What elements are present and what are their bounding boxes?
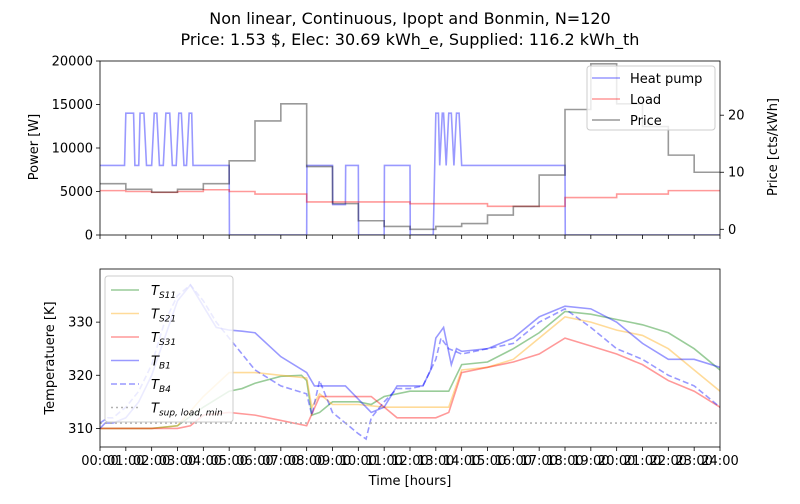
left-y-tick-label: 310 [68,422,93,437]
left-y-tick-label: 0 [85,229,93,244]
x-tick-label: 05:00 [210,454,247,469]
x-tick-label: 17:00 [520,454,557,469]
left-y-tick-label: 15000 [52,98,93,113]
left-y-tick-label: 320 [68,369,93,384]
bottom-legend-label: TS31 [151,331,176,348]
top-legend-label: Heat pump [630,72,702,87]
x-tick-label: 06:00 [236,454,273,469]
x-tick-label: 20:00 [598,454,635,469]
x-tick-label: 09:00 [314,454,351,469]
bottom-legend-label: TB4 [151,378,171,395]
bottom-temperature-plot: TS11 TS21 TS31 TB1 TB4 Tsup, load, min 310 320 3… [68,268,739,469]
x-tick-label: 23:00 [675,454,712,469]
bottom-legend-label: Tsup, load, min [151,402,223,419]
top-y2-axis-label: Price [cts/kWh] [766,98,781,196]
x-tick-label: 08:00 [288,454,325,469]
x-tick-label: 24:00 [701,454,738,469]
bottom-legend: TS11 TS21 TS31 TB1 TB4 Tsup, load, min [104,275,234,423]
bottom-legend-box [104,275,234,423]
top-legend-label: Load [630,93,661,108]
top-series-line-1 [100,188,720,208]
chart-title-line1: Non linear, Continuous, Ipopt and Bonmin… [209,9,610,28]
left-y-tick-label: 10000 [52,142,93,157]
x-tick-label: 22:00 [650,454,687,469]
top-legend: Heat pump Load Price [586,65,716,131]
right-y-tick-label: 10 [728,166,745,181]
bottom-y-axis-label: Temperatuere [K] [43,301,58,415]
x-tick-label: 03:00 [159,454,196,469]
top-series-line-0 [100,112,720,235]
top-legend-box [586,65,716,131]
top-legend-label: Price [630,114,662,129]
x-tick-label: 00:00 [81,454,118,469]
top-power-plot: 0 5000 10000 15000 20000 0 10 20 Heat pump Load Pr… [52,55,745,244]
x-tick-label: 21:00 [624,454,661,469]
x-tick-label: 14:00 [443,454,480,469]
x-tick-label: 18:00 [546,454,583,469]
top-y-axis-label: Power [W] [27,114,42,180]
bottom-legend-label: TB1 [151,355,171,372]
x-tick-label: 15:00 [469,454,506,469]
x-tick-label: 19:00 [572,454,609,469]
x-axis-label: Time [hours] [368,474,452,489]
x-tick-label: 10:00 [340,454,377,469]
x-tick-label: 04:00 [185,454,222,469]
x-tick-label: 11:00 [365,454,402,469]
x-tick-label: 13:00 [417,454,454,469]
left-y-tick-label: 20000 [52,55,93,70]
right-y-tick-label: 20 [728,109,745,124]
left-y-tick-label: 330 [68,316,93,331]
right-y-tick-label: 0 [728,223,736,238]
chart-title-line2: Price: 1.53 $, Elec: 30.69 kWh_e, Suppli… [181,30,640,50]
bottom-legend-label: TS11 [151,284,176,301]
bottom-legend-label: TS21 [151,308,176,325]
x-tick-label: 16:00 [495,454,532,469]
left-y-tick-label: 5000 [60,185,93,200]
x-tick-label: 07:00 [262,454,299,469]
x-tick-label: 02:00 [133,454,170,469]
x-tick-label: 01:00 [107,454,144,469]
x-tick-label: 12:00 [391,454,428,469]
